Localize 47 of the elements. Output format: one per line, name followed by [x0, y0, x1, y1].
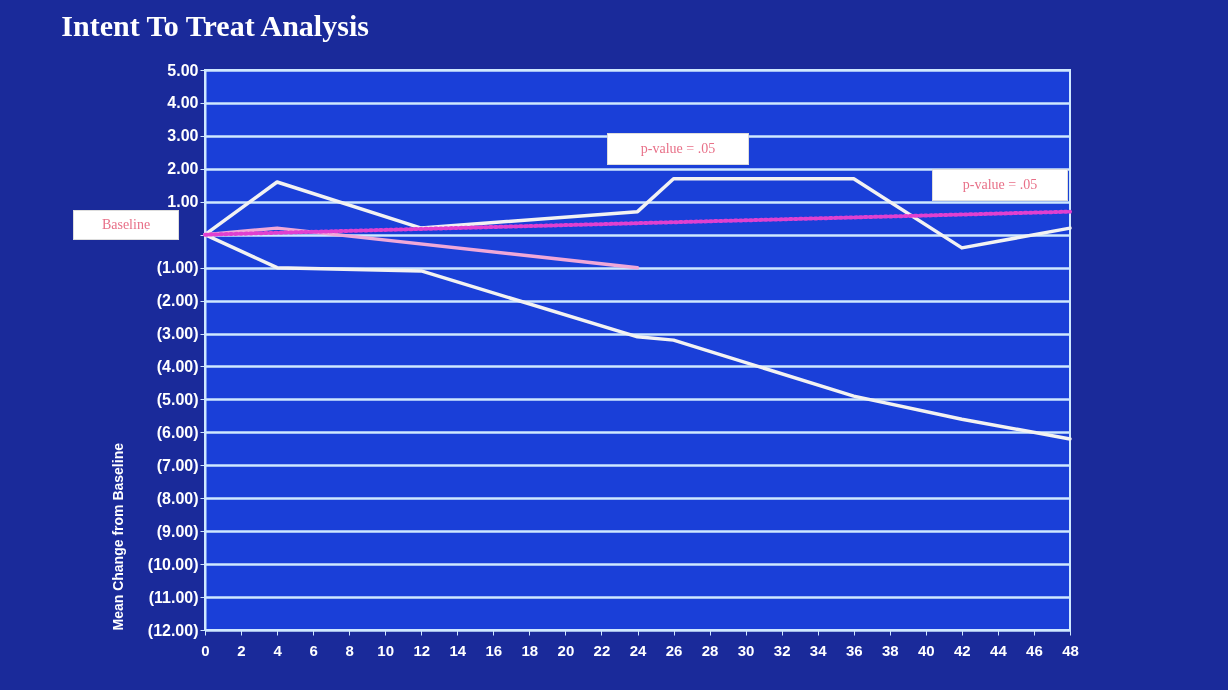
x-tick-label: 38 — [881, 641, 899, 659]
x-tick-label: 18 — [521, 641, 539, 659]
x-tick-label: 26 — [665, 641, 683, 659]
x-tick-label: 48 — [1062, 641, 1079, 659]
x-tick-label: 36 — [845, 641, 863, 659]
y-tick-label: (10.00) — [147, 555, 199, 573]
y-tick-label: (6.00) — [156, 423, 199, 441]
y-tick-label: (4.00) — [156, 357, 199, 375]
y-tick-label: (8.00) — [156, 489, 199, 507]
y-tick-label: 1.00 — [167, 193, 199, 211]
x-tick-label: 0 — [201, 641, 210, 659]
y-tick-label: (9.00) — [156, 522, 199, 540]
x-tick-label: 28 — [701, 641, 719, 659]
y-tick-label: 5.00 — [167, 61, 199, 79]
x-tick-label: 46 — [1026, 641, 1043, 659]
y-tick-label: (11.00) — [148, 588, 199, 606]
x-tick-label: 34 — [809, 641, 828, 659]
y-tick-label: 2.00 — [167, 160, 199, 178]
callout-box: Baseline — [73, 210, 179, 240]
x-tick-label: 20 — [557, 641, 575, 659]
y-tick-label: (12.00) — [147, 621, 199, 639]
callout-box: p-value = .05 — [607, 133, 749, 165]
x-tick-label: 2 — [237, 641, 246, 659]
x-tick-label: 12 — [413, 641, 431, 659]
y-tick-label: (3.00) — [156, 325, 199, 343]
y-axis-title: Mean Change from Baseline — [109, 442, 126, 631]
y-tick-label: 4.00 — [167, 94, 199, 112]
y-tick-label: 3.00 — [167, 127, 199, 145]
chart-title: Intent To Treat Analysis — [61, 9, 369, 42]
x-tick-label: 8 — [345, 641, 354, 659]
y-tick-label: (7.00) — [156, 456, 199, 474]
x-tick-label: 30 — [737, 641, 755, 659]
x-tick-label: 10 — [377, 641, 395, 659]
x-tick-label: 16 — [485, 641, 503, 659]
x-tick-label: 42 — [954, 641, 971, 659]
y-tick-label: (1.00) — [156, 259, 199, 277]
x-tick-label: 32 — [773, 641, 791, 659]
x-tick-label: 40 — [917, 641, 935, 659]
x-tick-label: 44 — [990, 641, 1008, 659]
x-tick-label: 4 — [273, 641, 283, 659]
x-tick-label: 6 — [309, 641, 318, 659]
y-tick-label: (5.00) — [156, 390, 199, 408]
x-tick-label: 24 — [629, 641, 647, 659]
y-tick-label: (2.00) — [156, 292, 199, 310]
x-tick-label: 14 — [449, 641, 467, 659]
callout-box: p-value = .05 — [932, 169, 1068, 201]
x-tick-label: 22 — [593, 641, 611, 659]
